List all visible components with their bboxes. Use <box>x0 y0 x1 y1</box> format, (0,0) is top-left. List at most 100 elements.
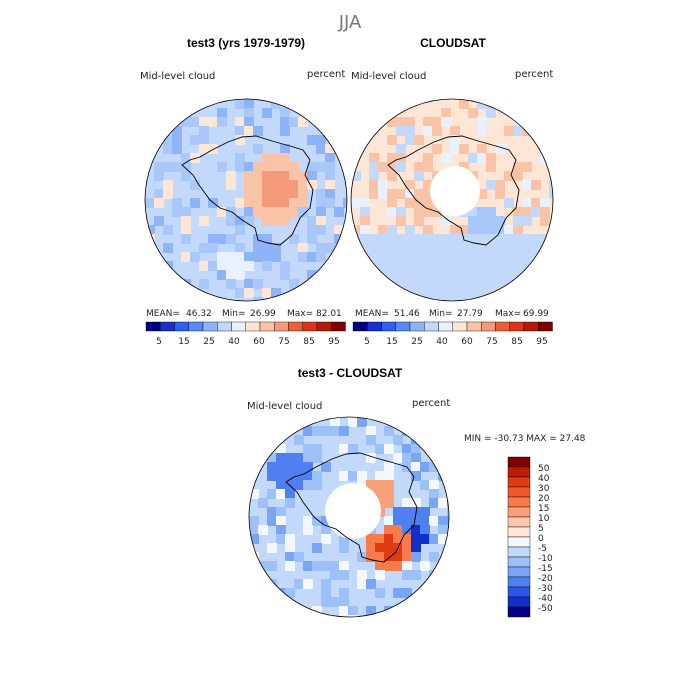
cellsC-cell-71 <box>276 489 286 499</box>
cellsB-cell-77 <box>414 189 424 199</box>
cellsB-cell-231 <box>459 270 469 280</box>
cellsC-cell-53 <box>357 471 367 481</box>
cellsB-cell-183 <box>369 252 379 262</box>
cellsA-cell-10 <box>208 117 218 127</box>
cellsB-cell-144 <box>414 234 424 244</box>
cellsA-cell-122 <box>289 207 299 217</box>
panel-obs-units: percent <box>515 69 553 80</box>
cellsA-cell-35 <box>280 144 290 154</box>
cellsA-cell-115 <box>217 207 227 217</box>
cellsB-cell-142 <box>396 234 406 244</box>
cellsA-cell-39 <box>181 153 191 163</box>
cellsB-cell-232 <box>468 270 478 280</box>
cellsB-cell-264 <box>468 288 478 298</box>
cellsA-cell-111 <box>325 198 335 208</box>
cellsB-cell-198 <box>504 252 514 262</box>
cellsC-cell-34 <box>267 462 277 472</box>
cellsA-cell-168 <box>226 252 236 262</box>
cellsB-cell-170 <box>450 243 460 253</box>
cellsC-cell-8 <box>366 426 376 436</box>
cellsC-cell-127 <box>420 525 430 535</box>
cellsB-cell-217 <box>495 261 505 271</box>
cellsA-cell-119 <box>262 207 272 217</box>
cellsA-cell-21 <box>253 126 263 136</box>
cellsC-cell-123 <box>384 525 394 535</box>
cellsA-cell-9 <box>199 117 209 127</box>
cellsA-cell-171 <box>253 252 263 262</box>
cellsA-cell-46 <box>154 162 164 172</box>
cellsC-cell-206 <box>384 606 394 616</box>
cbar-c-tick-7: 0 <box>538 534 544 544</box>
cbar-c-tick-9: -10 <box>538 554 553 564</box>
cellsA-cell-47 <box>163 162 173 172</box>
cellsC-cell-130 <box>276 534 286 544</box>
cellsC-cell-87 <box>411 498 421 508</box>
cellsB-cell-89 <box>423 198 433 208</box>
cellsC-cell-57 <box>438 471 448 481</box>
cellsB-cell-1 <box>477 99 487 109</box>
panel-diff-map-border <box>248 416 450 618</box>
panel-model-map-border <box>144 98 348 302</box>
cellsA-cell-202 <box>271 288 281 298</box>
cellsA-cell-157 <box>235 243 245 253</box>
cbar-c-box-15 <box>507 606 531 618</box>
cellsA-cell-83 <box>298 180 308 190</box>
panel-diff: test3 - CLOUDSAT Mid-level cloud percent… <box>247 366 586 618</box>
cbar-c-box-14 <box>507 596 531 608</box>
cellsB-cell-195 <box>477 252 487 262</box>
cellsC-cell-6 <box>330 426 340 436</box>
cellsA-cell-178 <box>163 261 173 271</box>
cellsA-cell-145 <box>181 234 191 244</box>
cellsC-cell-145 <box>285 543 295 553</box>
cellsB-cell-172 <box>468 243 478 253</box>
cellsC-cell-178 <box>330 570 340 580</box>
cellsA-cell-98 <box>154 198 164 208</box>
cellsB-cell-145 <box>423 234 433 244</box>
cellsA-cell-133 <box>271 216 281 226</box>
cellsC-cell-110 <box>402 516 412 526</box>
cellsC-cell-160 <box>384 552 394 562</box>
cbar-b-box-5 <box>424 321 439 332</box>
cbar-c-box-2 <box>507 476 531 488</box>
cellsA-cell-147 <box>217 234 227 244</box>
cellsA-cell-17 <box>172 126 182 136</box>
cellsA-cell-12 <box>235 117 245 127</box>
cellsB-cell-175 <box>495 243 505 253</box>
cellsC-cell-10 <box>402 426 412 436</box>
cellsA-cell-11 <box>217 117 227 127</box>
cellsC-cell-86 <box>402 498 412 508</box>
cellsA-cell-28 <box>307 135 317 145</box>
cellsB-cell-61 <box>513 171 523 181</box>
cellsB-cell-277 <box>486 297 496 301</box>
cbar-c-tick-0: 50 <box>538 464 550 474</box>
cellsB-cell-214 <box>468 261 478 271</box>
cellsC-cell-126 <box>411 525 421 535</box>
cellsB-cell-71 <box>549 180 553 190</box>
panel-obs-missing-pole <box>430 166 480 216</box>
cellsA-cell-34 <box>253 144 263 154</box>
cbar-a-tick-7: 95 <box>328 337 339 347</box>
cbar-a-box-10 <box>288 321 303 332</box>
cellsC-cell-52 <box>348 471 358 481</box>
cellsC-cell-177 <box>420 561 430 571</box>
cellsB-cell-160 <box>360 243 370 253</box>
cellsB-cell-174 <box>486 243 496 253</box>
cellsC-cell-62 <box>312 480 322 490</box>
cellsA-cell-43 <box>271 153 281 163</box>
cellsA-cell-193 <box>199 279 209 289</box>
cellsB-cell-112 <box>360 216 370 226</box>
chart-title: JJA <box>338 12 362 33</box>
cellsB-cell-278 <box>495 297 505 301</box>
cellsB-cell-164 <box>396 243 406 253</box>
cellsB-cell-46 <box>396 162 406 172</box>
cellsC-cell-197 <box>393 588 403 598</box>
cellsB-cell-188 <box>414 252 424 262</box>
cellsC-cell-176 <box>402 561 412 571</box>
cellsC-cell-31 <box>393 453 403 463</box>
cellsB-cell-190 <box>432 252 442 262</box>
cellsA-cell-175 <box>307 252 317 262</box>
cellsB-cell-137 <box>351 234 361 244</box>
cellsB-cell-85 <box>360 198 370 208</box>
cellsB-cell-72 <box>369 189 379 199</box>
cellsA-cell-134 <box>280 216 290 226</box>
